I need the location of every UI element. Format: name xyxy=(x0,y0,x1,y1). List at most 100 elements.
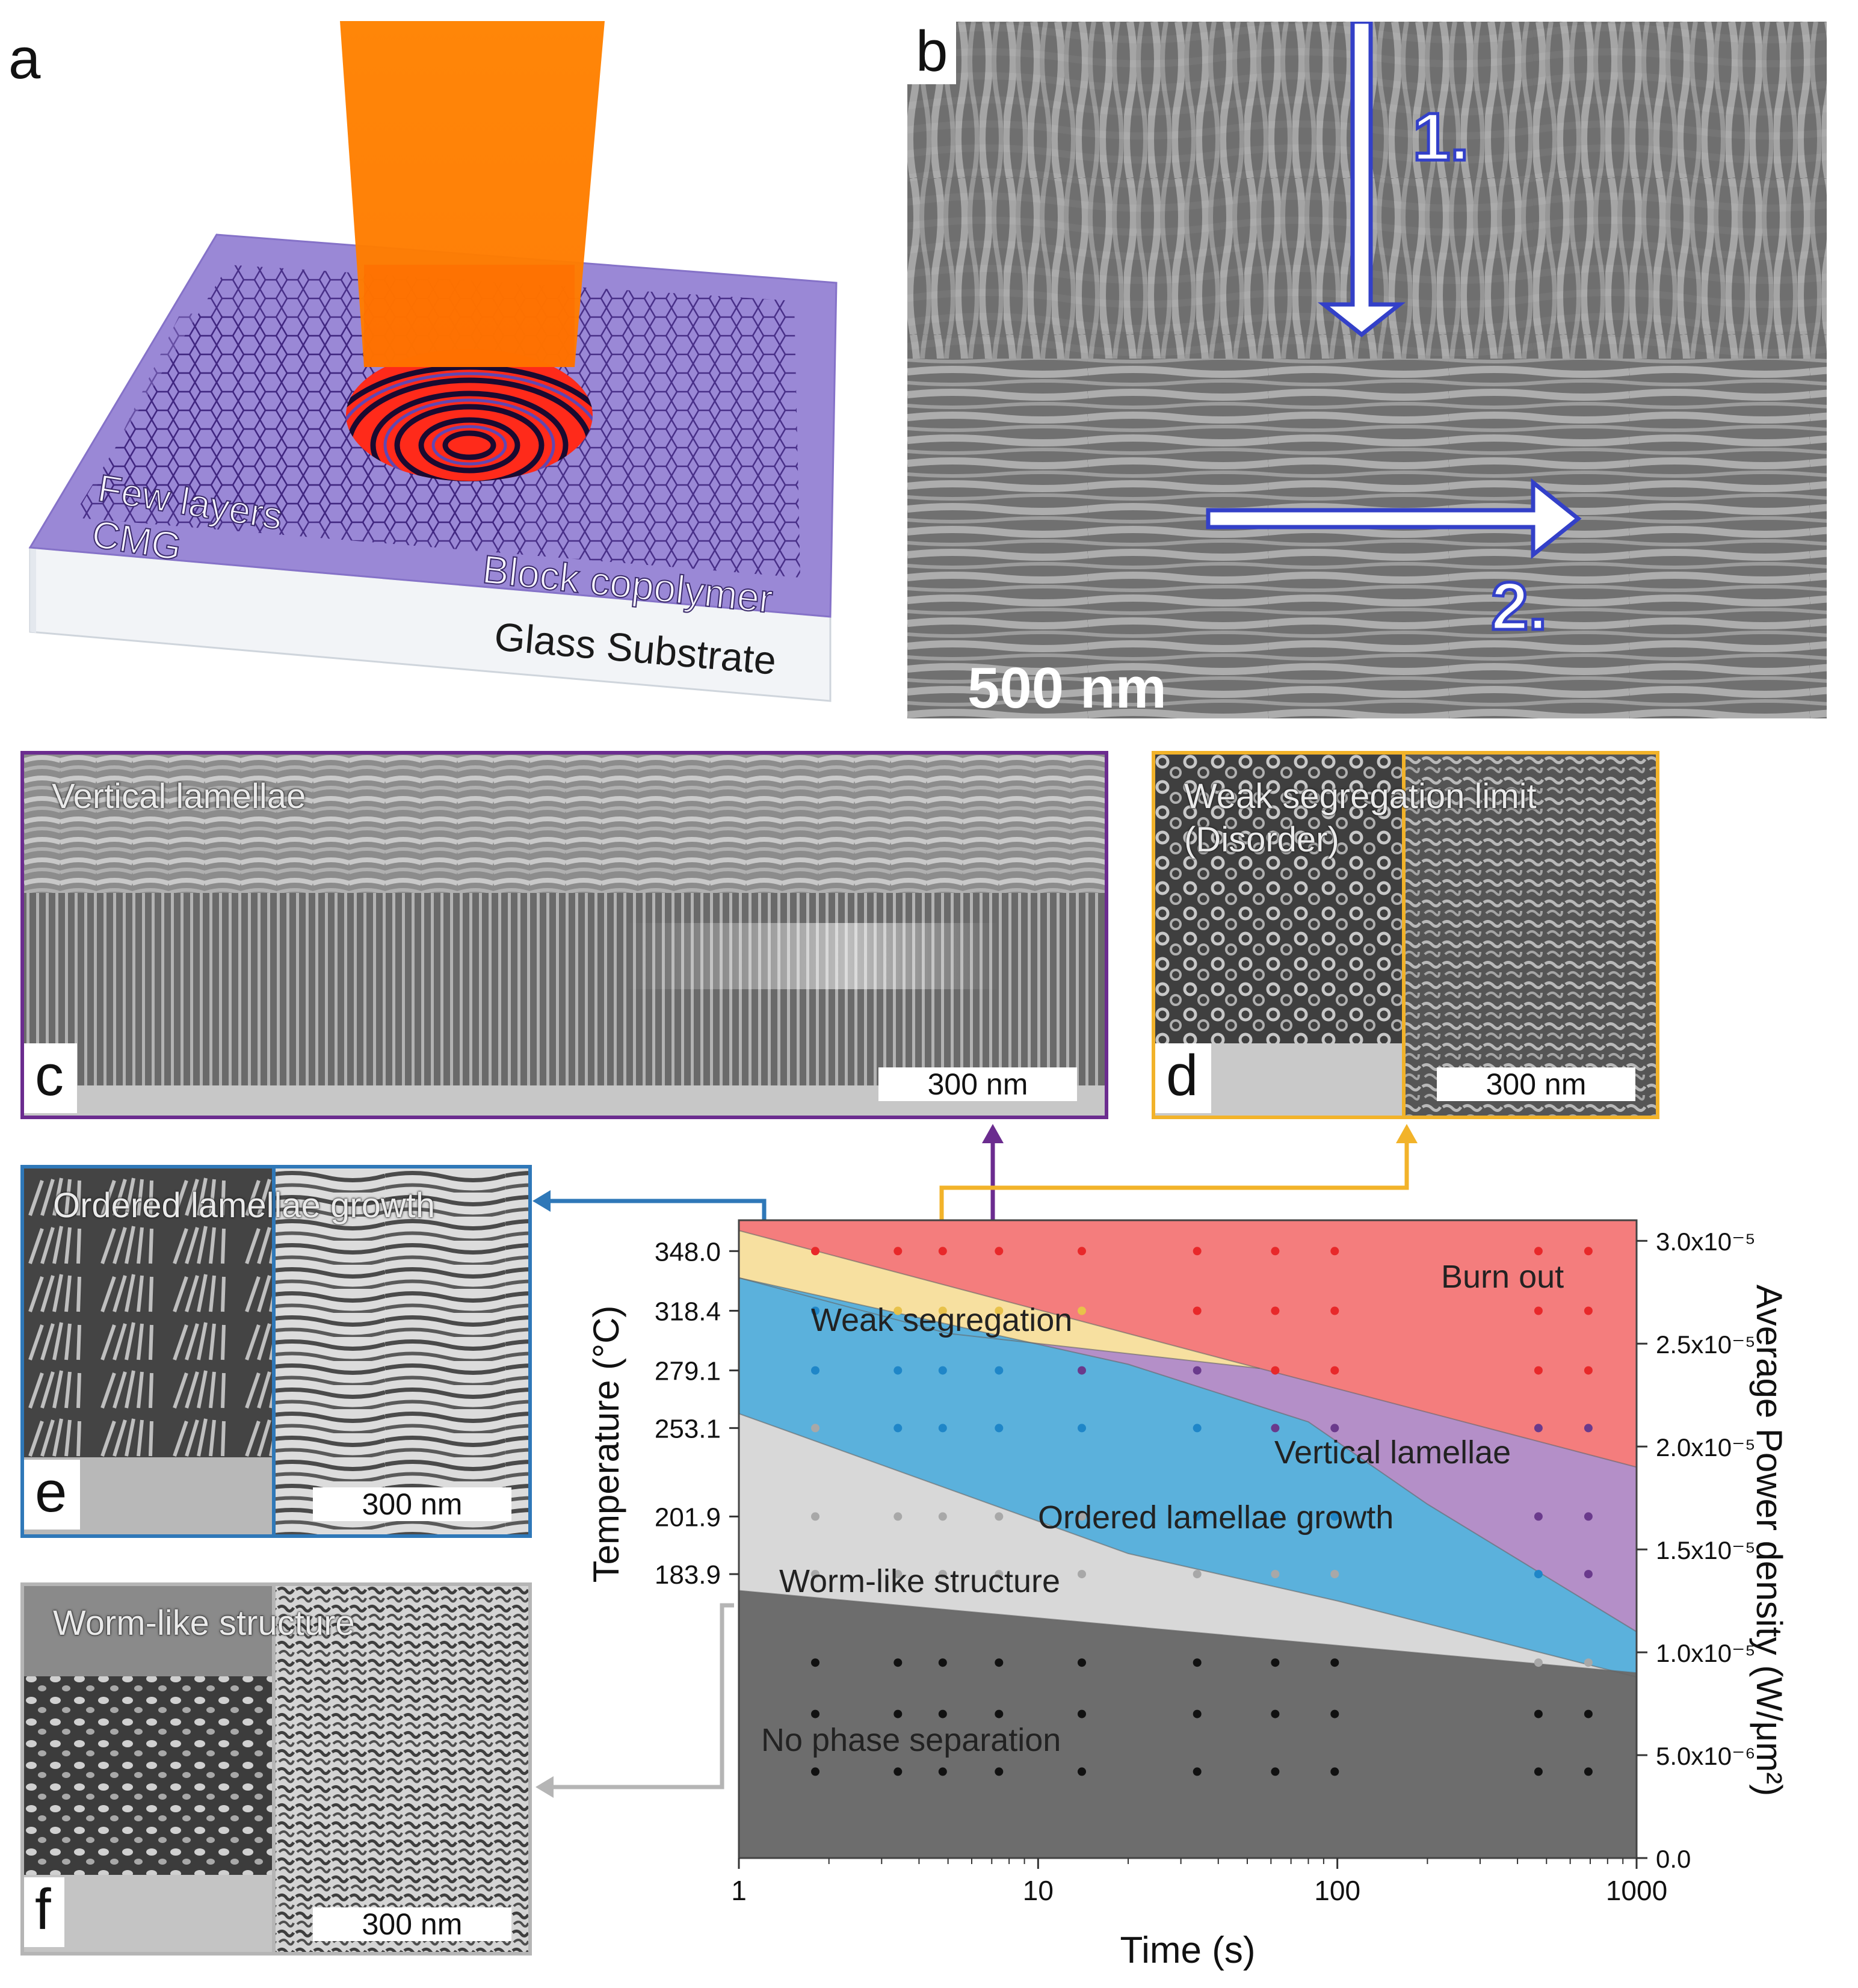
data-point-7-8 xyxy=(1534,1709,1543,1718)
arrow-2-label: 2. xyxy=(1491,569,1547,644)
data-point-6-9 xyxy=(1584,1658,1593,1667)
data-point-2-7 xyxy=(1330,1366,1339,1375)
data-point-8-7 xyxy=(1330,1767,1339,1776)
panel-b-letter: b xyxy=(907,22,957,84)
data-point-1-8 xyxy=(1534,1306,1543,1315)
data-point-4-9 xyxy=(1584,1512,1593,1521)
data-point-3-8 xyxy=(1534,1424,1543,1433)
data-point-8-1 xyxy=(894,1767,903,1776)
data-point-4-3 xyxy=(995,1512,1004,1521)
data-point-5-6 xyxy=(1271,1570,1280,1579)
panel-a-illustration: Few layers CMG Block copolymer Glass Sub… xyxy=(28,21,838,702)
data-point-1-5 xyxy=(1193,1306,1202,1315)
data-point-4-4 xyxy=(1078,1512,1086,1521)
data-point-1-4 xyxy=(1078,1306,1086,1315)
data-point-5-8 xyxy=(1534,1570,1543,1579)
data-point-0-1 xyxy=(894,1247,903,1256)
data-point-7-4 xyxy=(1078,1709,1086,1718)
panel-a: a xyxy=(0,0,890,722)
data-point-3-6 xyxy=(1271,1424,1280,1433)
region-label-ordered-lamellae-growth: Ordered lamellae growth xyxy=(1038,1499,1394,1536)
data-point-2-2 xyxy=(938,1366,947,1375)
region-label-vertical-lamellae: Vertical lamellae xyxy=(1274,1434,1511,1471)
data-point-8-0 xyxy=(811,1767,819,1776)
x-tick-label-1: 10 xyxy=(1023,1875,1054,1906)
y-tick-label-right-6: 0.0 xyxy=(1656,1845,1691,1873)
data-point-3-2 xyxy=(938,1424,947,1433)
y-tick-label-right-4: 1.0x10⁻⁵ xyxy=(1656,1639,1756,1667)
panel-d-title-line1: Weak segregation limit xyxy=(1184,777,1537,816)
data-point-6-6 xyxy=(1271,1658,1280,1667)
data-point-5-9 xyxy=(1584,1570,1593,1579)
y-tick-label-left-5: 183.9 xyxy=(655,1560,721,1590)
panel-c-sem-image xyxy=(24,755,1105,1116)
chart-frame xyxy=(738,1219,1638,1859)
data-point-4-0 xyxy=(811,1512,819,1521)
data-point-3-4 xyxy=(1078,1424,1086,1433)
arrow-1-label: 1. xyxy=(1413,99,1469,174)
region-boundary-2 xyxy=(738,1277,1637,1632)
panel-c: Vertical lamellae 300 nm c xyxy=(20,751,1108,1119)
data-point-3-5 xyxy=(1193,1424,1202,1433)
data-point-2-5 xyxy=(1193,1366,1202,1375)
data-point-1-9 xyxy=(1584,1306,1593,1315)
data-point-7-2 xyxy=(938,1709,947,1718)
data-point-1-1 xyxy=(894,1306,903,1315)
data-point-4-6 xyxy=(1271,1512,1280,1521)
chart-axes: 1 10 100 1000 348.0 318.4 279.1 253.1 201.9 183.9… xyxy=(655,1227,1756,1906)
y-tick-label-left-4: 201.9 xyxy=(655,1502,721,1532)
data-point-1-2 xyxy=(938,1306,947,1315)
data-point-3-0 xyxy=(811,1424,819,1433)
data-point-0-7 xyxy=(1330,1247,1339,1256)
data-point-5-3 xyxy=(995,1570,1004,1579)
panel-d: Weak segregation limit (Disorder) 300 nm… xyxy=(1152,751,1659,1119)
data-point-1-6 xyxy=(1271,1306,1280,1315)
panel-a-letter: a xyxy=(8,26,41,91)
data-point-6-2 xyxy=(938,1658,947,1667)
chart-regions xyxy=(738,1220,1637,1858)
data-point-4-7 xyxy=(1330,1512,1339,1521)
data-point-0-5 xyxy=(1193,1247,1202,1256)
data-point-4-5 xyxy=(1193,1512,1202,1521)
panel-b-sem-image: 1. 2. 500 nm xyxy=(907,22,1827,718)
region-no-phase-separation xyxy=(739,1590,1637,1858)
arrow-2-icon xyxy=(1206,478,1582,560)
panel-b: 1. 2. 500 nm b xyxy=(907,22,1827,718)
data-point-5-1 xyxy=(894,1570,903,1579)
y-tick-label-right-3: 1.5x10⁻⁵ xyxy=(1656,1536,1756,1564)
data-point-0-9 xyxy=(1584,1247,1593,1256)
panel-d-title-line2: (Disorder) xyxy=(1184,820,1339,859)
data-point-2-9 xyxy=(1584,1366,1593,1375)
y-tick-label-right-5: 5.0x10⁻⁶ xyxy=(1656,1742,1756,1770)
data-point-0-0 xyxy=(811,1247,819,1256)
data-point-8-3 xyxy=(995,1767,1004,1776)
panel-c-letter: c xyxy=(24,1043,77,1113)
y-tick-label-left-1: 318.4 xyxy=(655,1297,721,1326)
data-point-6-1 xyxy=(894,1658,903,1667)
data-point-8-9 xyxy=(1584,1767,1593,1776)
arrow-1-icon xyxy=(1317,22,1406,338)
data-point-7-7 xyxy=(1330,1709,1339,1718)
panel-c-scalebar: 300 nm xyxy=(878,1067,1077,1101)
data-point-7-9 xyxy=(1584,1709,1593,1718)
data-point-8-2 xyxy=(938,1767,947,1776)
x-tick-label-2: 100 xyxy=(1314,1875,1360,1906)
data-point-2-1 xyxy=(894,1366,903,1375)
region-boundary-4 xyxy=(738,1590,1637,1674)
data-point-7-1 xyxy=(894,1709,903,1718)
data-point-3-3 xyxy=(995,1424,1004,1433)
region-label-weak-segregation: Weak segregation xyxy=(811,1302,1072,1338)
y-tick-label-left-3: 253.1 xyxy=(655,1414,721,1443)
y-tick-label-left-2: 279.1 xyxy=(655,1357,721,1386)
data-point-0-4 xyxy=(1078,1247,1086,1256)
chart-y2label: Average Power density (W/μm²) xyxy=(1749,1285,1789,1796)
data-point-3-7 xyxy=(1330,1424,1339,1433)
data-point-1-7 xyxy=(1330,1306,1339,1315)
data-point-8-5 xyxy=(1193,1767,1202,1776)
panel-c-title: Vertical lamellae xyxy=(52,777,306,816)
region-boundary-1 xyxy=(738,1277,1260,1369)
x-tick-label-3: 1000 xyxy=(1606,1875,1667,1906)
data-point-0-3 xyxy=(995,1247,1004,1256)
panel-d-letter: d xyxy=(1155,1043,1212,1113)
